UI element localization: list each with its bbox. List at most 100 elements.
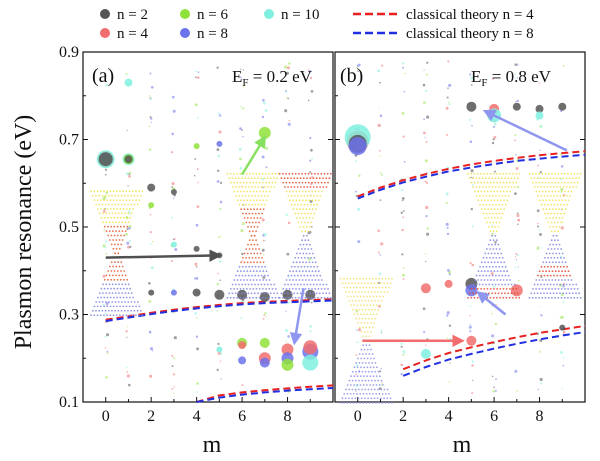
- inset-dot: [312, 252, 314, 255]
- inset-dot: [549, 292, 552, 295]
- faint-dot: [196, 76, 200, 79]
- faint-dot: [240, 316, 243, 319]
- inset-dot: [356, 384, 359, 386]
- inset-dot: [292, 190, 294, 193]
- inset-dot: [381, 286, 384, 289]
- inset-dot: [309, 292, 312, 295]
- inset-dot: [278, 296, 281, 299]
- faint-dot: [148, 125, 151, 128]
- inset-dot: [290, 292, 292, 295]
- inset-dot: [136, 203, 139, 206]
- faint-dot: [515, 253, 518, 255]
- faint-dot: [241, 252, 244, 256]
- inset-dot: [261, 296, 264, 299]
- inset-dot: [290, 274, 293, 277]
- inset-dot: [120, 203, 123, 206]
- inset-dot: [98, 301, 101, 303]
- inset-dot: [470, 288, 473, 290]
- inset-dot: [551, 296, 553, 299]
- inset-dot: [343, 277, 345, 280]
- data-point-n2: [282, 289, 293, 300]
- inset-dot: [546, 292, 549, 295]
- inset-dot: [305, 243, 308, 246]
- inset-dot: [472, 283, 475, 286]
- inset-dot: [244, 283, 247, 286]
- inset-dot: [261, 172, 264, 175]
- inset-dot: [348, 379, 351, 382]
- inset-dot: [502, 172, 505, 175]
- inset-dot: [562, 177, 565, 180]
- data-point-n6: [148, 202, 155, 209]
- inset-dot: [257, 283, 260, 286]
- inset-dot: [323, 296, 326, 299]
- inset-dot: [490, 208, 493, 211]
- inset-dot: [373, 397, 376, 400]
- inset-dot: [330, 172, 332, 175]
- faint-dot: [403, 90, 406, 93]
- faint-dot: [446, 311, 450, 315]
- inset-dot: [124, 221, 127, 224]
- faint-dot: [537, 388, 540, 391]
- inset-dot: [573, 172, 576, 175]
- faint-dot: [514, 266, 516, 269]
- faint-dot: [219, 279, 221, 281]
- inset-dot: [253, 208, 255, 211]
- inset-dot: [122, 287, 125, 290]
- inset-dot: [506, 190, 508, 193]
- faint-dot: [171, 387, 174, 390]
- inset-dot: [262, 181, 264, 184]
- legend-marker-n6: [180, 9, 190, 19]
- faint-dot: [195, 223, 199, 227]
- inset-dot: [560, 288, 563, 290]
- inset-dot: [378, 295, 381, 298]
- inset-dot: [285, 279, 288, 281]
- inset-dot: [254, 203, 257, 206]
- inset-dot: [351, 370, 354, 373]
- inset-dot: [477, 190, 479, 193]
- inset-dot: [494, 186, 497, 188]
- faint-dot: [400, 342, 403, 345]
- inset-dot: [389, 282, 392, 285]
- inset-dot: [306, 265, 309, 268]
- inset-dot: [119, 296, 122, 299]
- inset-dot: [360, 348, 363, 351]
- annotation-arrow: [476, 291, 507, 316]
- inset-dot: [351, 388, 354, 391]
- inset-dot: [345, 291, 347, 293]
- faint-dot: [196, 347, 200, 351]
- faint-dot: [358, 174, 361, 177]
- inset-dot: [380, 388, 383, 391]
- inset-dot: [493, 208, 496, 211]
- faint-dot: [540, 247, 543, 249]
- faint-dot: [514, 134, 517, 137]
- inset-dot: [488, 177, 490, 180]
- faint-dot: [562, 330, 566, 334]
- inset-dot: [264, 203, 266, 206]
- inset-dot: [120, 301, 123, 303]
- inset-dot: [470, 296, 473, 299]
- faint-dot: [148, 281, 151, 285]
- inset-dot: [304, 279, 307, 281]
- inset-dot: [100, 287, 103, 290]
- inset-dot: [100, 199, 102, 202]
- inset-dot: [364, 282, 366, 285]
- inset-dot: [496, 270, 499, 273]
- inset-dot: [538, 279, 541, 281]
- inset-dot: [107, 278, 109, 281]
- faint-dot: [470, 169, 474, 173]
- inset-dot: [486, 172, 489, 175]
- faint-dot: [193, 174, 196, 177]
- faint-dot: [422, 83, 426, 87]
- inset-dot: [387, 401, 390, 404]
- faint-dot: [196, 205, 200, 208]
- inset-dot: [539, 177, 542, 180]
- inset-dot: [296, 283, 299, 286]
- faint-dot: [469, 73, 472, 76]
- inset-dot: [248, 257, 251, 259]
- inset-dot: [559, 274, 562, 277]
- inset-dot: [504, 203, 507, 206]
- inset-dot: [368, 277, 371, 280]
- inset-dot: [487, 199, 489, 202]
- faint-dot: [104, 168, 108, 171]
- inset-dot: [252, 190, 255, 193]
